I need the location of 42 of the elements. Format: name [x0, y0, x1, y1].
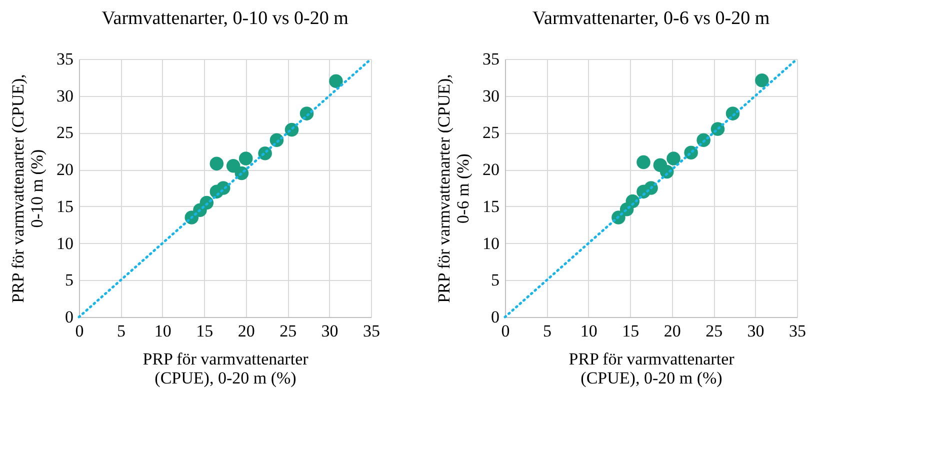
x-tick-label: 5: [542, 322, 552, 340]
point: [636, 155, 650, 170]
y-tick-label: 20: [482, 160, 500, 180]
x-tick-label: 10: [580, 322, 598, 340]
x-tick-label: 15: [196, 322, 214, 340]
y-tick-label: 35: [482, 50, 500, 68]
point: [755, 74, 769, 88]
y-tick-label: 0: [491, 308, 500, 326]
x-tick-label: 30: [321, 322, 338, 340]
y-tick-label: 30: [56, 86, 74, 106]
x-tick-label: 20: [238, 322, 255, 340]
point: [666, 152, 680, 166]
y-tick-label: 35: [56, 50, 74, 68]
x-tick-label: 5: [116, 322, 126, 340]
y-tick-label: 30: [482, 86, 500, 106]
x-tick-label: 20: [664, 322, 681, 340]
x-axis-title: PRP för varmvattenarter (CPUE), 0-20 m (%): [142, 350, 309, 388]
y-tick-label: 10: [56, 234, 74, 253]
x-tick-label: 25: [706, 322, 723, 340]
y-tick-label: 25: [56, 123, 74, 142]
y-axis-title: PRP för varmvattenarter (CPUE), 0-6 m (%): [434, 74, 472, 303]
y-tick-label: 5: [491, 270, 500, 290]
x-axis-title: PRP för varmvattenarter (CPUE), 0-20 m (%): [568, 350, 735, 388]
y-tick-label: 0: [65, 308, 74, 326]
point: [210, 156, 224, 171]
y-tick-label: 25: [482, 123, 500, 142]
x-tick-label: 10: [154, 322, 172, 340]
y-tick-label: 10: [482, 234, 500, 253]
x-tick-label: 30: [747, 322, 764, 340]
point: [329, 74, 343, 88]
point: [238, 152, 253, 166]
x-tick-label: 35: [363, 322, 380, 340]
x-tick-label: 15: [622, 322, 640, 340]
chart-title: Varmvattenarter, 0-6 vs 0-20 m: [532, 8, 770, 29]
y-tick-label: 15: [56, 196, 74, 216]
y-tick-label: 5: [65, 270, 74, 290]
y-axis-title: PRP för varmvattenarter (CPUE), 0-10 m (%): [8, 74, 46, 303]
y-tick-label: 20: [56, 160, 74, 180]
y-tick-label: 15: [482, 196, 500, 216]
x-tick-label: 35: [789, 322, 806, 340]
chart-title: Varmvattenarter, 0-10 vs 0-20 m: [102, 8, 349, 29]
x-tick-label: 25: [280, 322, 297, 340]
